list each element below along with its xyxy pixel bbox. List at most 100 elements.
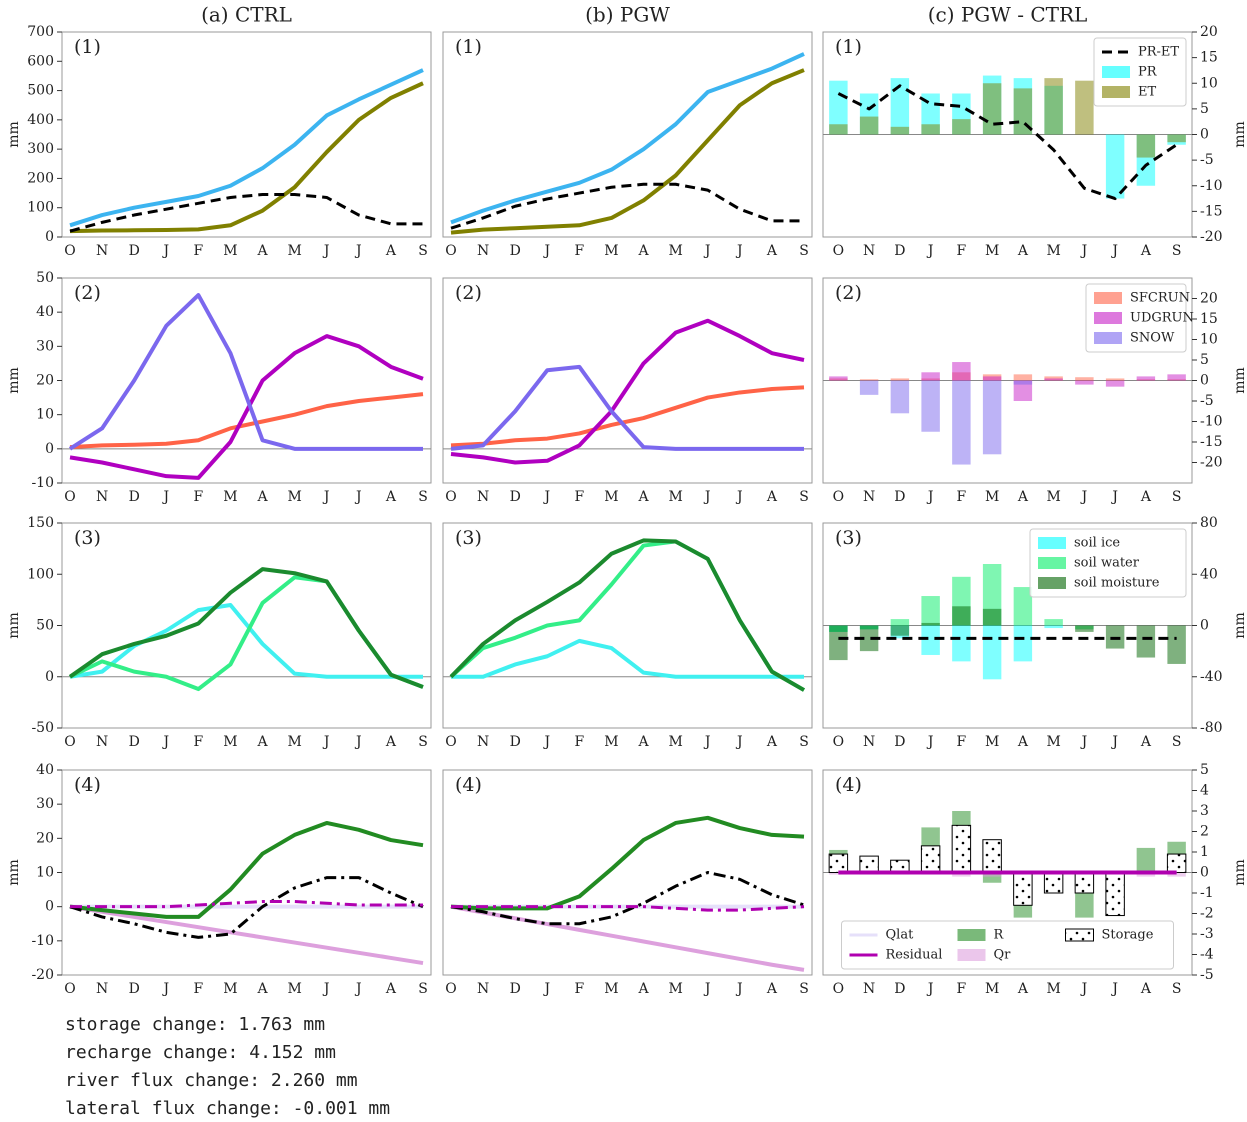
x-tick-label: F	[957, 489, 967, 505]
x-tick-label: J	[1110, 734, 1118, 750]
y-tick-label: 100	[27, 566, 54, 582]
x-tick-label: J	[735, 734, 743, 750]
x-tick-label: N	[477, 981, 489, 997]
y-tick-label: -4	[1200, 947, 1214, 963]
x-tick-label: O	[833, 243, 844, 259]
x-tick-label: M	[668, 489, 682, 505]
x-tick-label: O	[64, 243, 75, 259]
x-tick-label: J	[926, 981, 934, 997]
x-tick-label: S	[799, 243, 809, 259]
legend-label: ET	[1138, 85, 1156, 100]
bar	[920, 845, 941, 873]
panel: (3) O N D J F M A M J J A S	[442, 522, 813, 750]
x-tick-label: M	[985, 981, 999, 997]
x-tick-label: N	[477, 489, 489, 505]
panel-label: (2)	[74, 282, 101, 304]
y-tick-label: -10	[31, 933, 54, 949]
x-tick-label: A	[766, 489, 778, 505]
x-tick-label: M	[604, 243, 618, 259]
x-tick-label: F	[957, 981, 967, 997]
x-tick-label: S	[799, 981, 809, 997]
x-tick-label: O	[445, 734, 456, 750]
y-tick-label: 0	[1200, 127, 1209, 143]
legend-label: R	[994, 928, 1005, 943]
x-tick-label: A	[1140, 981, 1152, 997]
bar	[1167, 872, 1186, 877]
bar	[1075, 625, 1094, 632]
panel: (1) -20 -15 -10 -5 0 5 10 15 20 mm O N D J F M A M J J A S PR-E…	[822, 24, 1247, 259]
x-tick-label: D	[510, 489, 521, 505]
bar	[982, 376, 1002, 381]
y-tick-label: -5	[1200, 152, 1214, 168]
y-tick-label: 50	[36, 618, 54, 634]
x-tick-label: J	[542, 489, 550, 505]
bar	[982, 380, 1002, 455]
x-tick-label: D	[894, 981, 905, 997]
line	[68, 567, 424, 689]
x-tick-label: O	[64, 734, 75, 750]
plot-frame	[61, 31, 432, 238]
x-tick-label: O	[833, 981, 844, 997]
legend-box	[1029, 528, 1187, 598]
y-tick-label: -50	[31, 720, 54, 736]
line	[449, 538, 805, 692]
x-tick-label: D	[129, 734, 140, 750]
x-tick-label: J	[322, 489, 330, 505]
x-tick-label: N	[96, 734, 108, 750]
plot-frame	[442, 522, 813, 729]
panel: (2) -10 0 10 20 30 40 50 mm O N D J F M A M J J A S	[6, 270, 432, 505]
legend-label: SNOW	[1130, 331, 1175, 346]
x-tick-label: J	[1110, 489, 1118, 505]
x-tick-label: J	[926, 243, 934, 259]
line	[451, 905, 805, 912]
x-tick-label: N	[477, 243, 489, 259]
bar	[921, 380, 940, 432]
x-tick-label: M	[223, 489, 237, 505]
y-tick-label: 150	[27, 515, 54, 531]
bar	[952, 119, 971, 135]
y-tick-label: 1	[1200, 844, 1209, 860]
x-tick-label: J	[1080, 489, 1088, 505]
x-tick-label: S	[418, 489, 428, 505]
x-tick-label: D	[894, 734, 905, 750]
y-tick-label: 50	[36, 270, 54, 286]
bar	[982, 872, 1002, 883]
plot-frame	[61, 277, 432, 484]
line	[451, 638, 804, 679]
x-tick-label: N	[96, 981, 108, 997]
bar	[952, 606, 971, 626]
y-axis-label: mm	[6, 367, 22, 394]
x-tick-label: A	[1017, 734, 1029, 750]
legend-label: Qlat	[886, 928, 915, 943]
x-tick-label: N	[863, 981, 875, 997]
legend-swatch	[1065, 928, 1094, 942]
line	[69, 193, 423, 233]
legend-label: Storage	[1102, 928, 1154, 943]
line	[69, 876, 424, 939]
bar	[1013, 587, 1033, 626]
x-tick-label: M	[287, 489, 301, 505]
x-tick-label: N	[96, 243, 108, 259]
x-tick-label: M	[604, 734, 618, 750]
x-tick-label: O	[833, 734, 844, 750]
y-tick-label: 0	[1200, 865, 1209, 881]
legend-swatch	[1038, 577, 1066, 589]
bar	[1013, 625, 1033, 662]
bar	[890, 619, 910, 626]
x-tick-label: A	[385, 489, 397, 505]
x-tick-label: J	[926, 734, 934, 750]
x-tick-label: A	[385, 734, 397, 750]
x-tick-label: M	[223, 981, 237, 997]
x-tick-label: A	[1017, 243, 1029, 259]
y-tick-label: 40	[36, 304, 54, 320]
x-tick-label: M	[985, 243, 999, 259]
x-tick-label: M	[604, 489, 618, 505]
line	[69, 575, 424, 692]
x-tick-label: M	[287, 243, 301, 259]
x-tick-label: M	[1046, 489, 1060, 505]
bar	[1136, 625, 1156, 658]
x-tick-label: J	[1110, 981, 1118, 997]
y-tick-label: -10	[31, 475, 54, 491]
bar	[921, 622, 940, 626]
bar	[1044, 625, 1063, 629]
